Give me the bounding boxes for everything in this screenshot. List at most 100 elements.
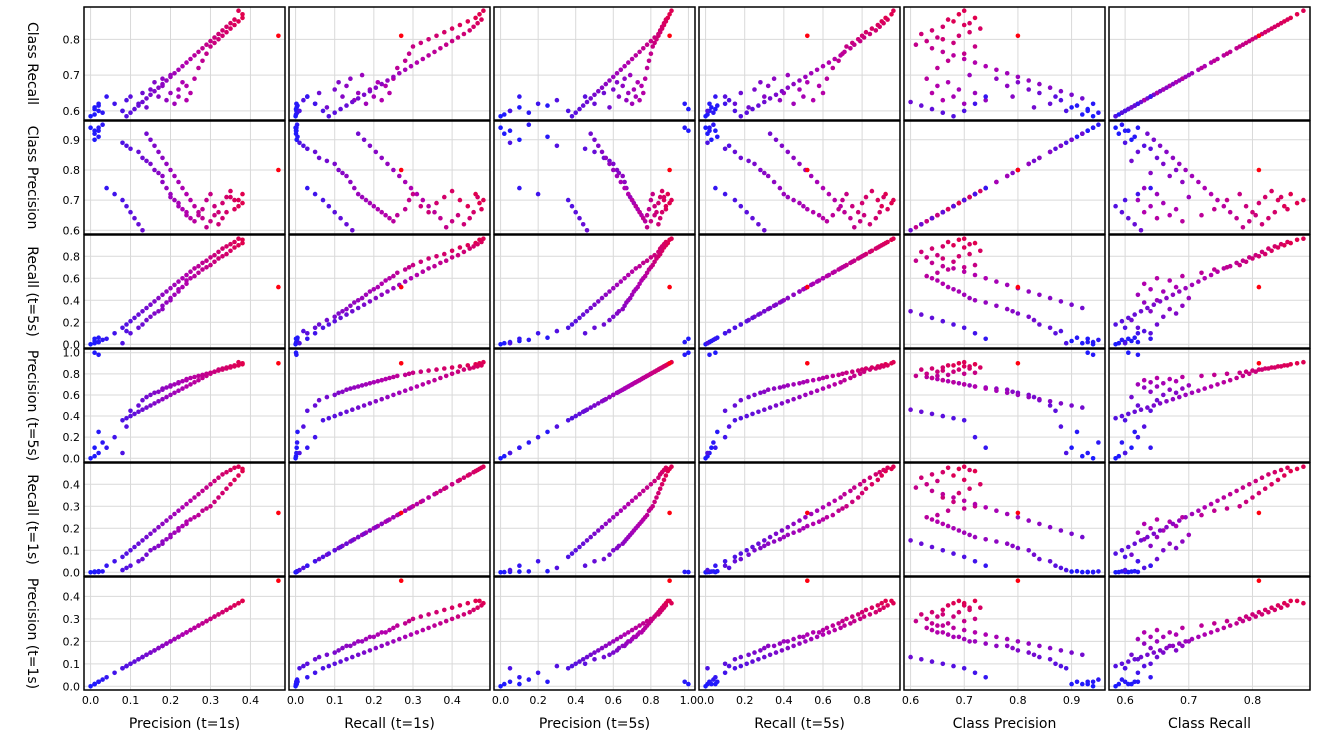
scatter-point <box>184 191 189 197</box>
scatter-point <box>236 473 241 478</box>
scatter-point <box>961 56 967 62</box>
scatter-point <box>810 630 816 635</box>
scatter-point <box>842 377 847 383</box>
scatter-point <box>611 167 616 173</box>
scatter-point <box>156 295 161 301</box>
scatter-point <box>994 179 999 185</box>
scatter-point <box>324 317 330 323</box>
scatter-point <box>100 337 105 343</box>
scatter-point <box>240 191 245 197</box>
scatter-point <box>1208 501 1214 507</box>
scatter-point <box>1080 340 1085 346</box>
scatter-point <box>972 44 978 49</box>
scatter-point <box>324 394 330 400</box>
scatter-point <box>622 276 627 281</box>
scatter-point <box>908 309 913 314</box>
scatter-point <box>771 643 777 649</box>
scatter-point <box>592 137 597 143</box>
scatter-point <box>588 96 593 101</box>
scatter-point <box>1253 478 1258 484</box>
scatter-point <box>805 632 810 637</box>
scatter-point <box>344 657 349 662</box>
scatter-point <box>836 58 841 64</box>
scatter-point <box>144 96 149 101</box>
scatter-point <box>744 661 749 667</box>
scatter-point <box>1253 252 1258 258</box>
scatter-point <box>951 499 956 505</box>
scatter-point <box>1148 170 1153 176</box>
scatter-point <box>1301 8 1306 13</box>
scatter-point <box>1253 369 1258 375</box>
scatter-point <box>164 300 169 305</box>
scatter-point <box>1173 632 1179 637</box>
scatter-point <box>305 185 310 191</box>
scatter-point <box>332 87 338 92</box>
scatter-point <box>838 380 843 385</box>
scatter-point <box>1189 282 1195 288</box>
scatter-point <box>596 143 601 149</box>
scatter-point <box>204 258 209 264</box>
scatter-point <box>128 110 133 115</box>
scatter-point <box>1186 383 1192 388</box>
x-tick-label: 0.6 <box>1116 694 1134 707</box>
scatter-point <box>1126 350 1131 356</box>
scatter-point <box>1164 295 1169 301</box>
scatter-point <box>850 499 855 505</box>
scatter-point <box>781 191 787 197</box>
scatter-point <box>940 548 946 553</box>
scatter-point <box>656 222 661 227</box>
scatter-point <box>449 482 455 487</box>
scatter-point <box>746 394 751 400</box>
scatter-point <box>398 510 404 516</box>
scatter-point <box>967 364 972 369</box>
scatter-point <box>599 645 605 651</box>
scatter-point <box>929 246 935 251</box>
scatter-point <box>1122 450 1128 456</box>
scatter-point <box>361 403 367 408</box>
scatter-point <box>810 209 816 215</box>
scatter-point <box>220 28 225 33</box>
scatter-point <box>391 625 396 631</box>
scatter-point <box>92 445 97 451</box>
scatter-point <box>961 359 967 365</box>
subplot-frame <box>698 6 901 121</box>
scatter-point <box>148 403 153 408</box>
scatter-point <box>371 94 377 99</box>
scatter-point <box>240 466 245 472</box>
scatter-point <box>136 312 141 317</box>
scatter-point <box>438 260 443 266</box>
scatter-point <box>402 58 408 64</box>
scatter-point <box>852 373 857 379</box>
scatter-point <box>188 498 193 504</box>
scatter-point <box>577 659 582 664</box>
scatter-point <box>1173 206 1179 212</box>
scatter-point <box>200 508 205 513</box>
scatter-point <box>945 523 951 529</box>
scatter-point <box>752 392 757 398</box>
scatter-point <box>140 397 145 403</box>
scatter-point <box>877 469 882 475</box>
scatter-point <box>1119 677 1125 682</box>
scatter-point <box>1122 340 1128 346</box>
scatter-point <box>359 72 365 78</box>
scatter-point <box>967 605 972 610</box>
scatter-point <box>940 318 946 324</box>
scatter-point <box>164 537 169 542</box>
scatter-point <box>956 490 962 496</box>
scatter-point <box>1256 510 1262 516</box>
scatter-point <box>526 337 532 343</box>
scatter-point <box>379 155 385 161</box>
scatter-point <box>350 309 355 314</box>
scatter-point <box>359 383 365 388</box>
scatter-point <box>1173 648 1179 653</box>
scatter-point <box>773 92 779 98</box>
scatter-point <box>1148 661 1153 667</box>
scatter-point <box>204 506 209 511</box>
scatter-point <box>891 464 896 470</box>
scatter-point <box>611 74 616 80</box>
scatter-point <box>164 518 169 523</box>
scatter-point <box>808 282 814 288</box>
scatter-point <box>1180 219 1185 224</box>
scatter-point <box>361 302 367 308</box>
scatter-point <box>391 374 396 380</box>
